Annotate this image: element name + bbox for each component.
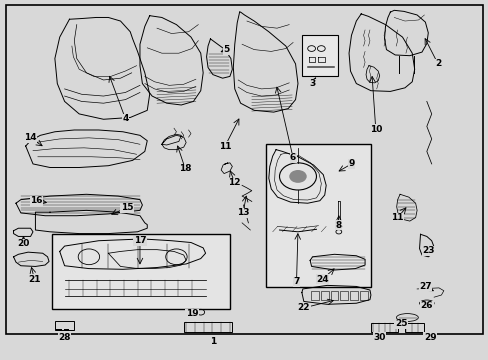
Bar <box>330 291 338 300</box>
Text: 11: 11 <box>218 141 231 150</box>
Text: 23: 23 <box>421 246 434 255</box>
Text: 28: 28 <box>58 333 71 342</box>
Text: 30: 30 <box>373 333 385 342</box>
Bar <box>359 291 367 300</box>
Text: 26: 26 <box>420 301 432 310</box>
Text: 13: 13 <box>236 208 249 217</box>
Bar <box>56 329 62 331</box>
Bar <box>52 234 229 309</box>
Bar <box>320 291 328 300</box>
Text: 10: 10 <box>369 125 381 134</box>
Bar <box>349 291 357 300</box>
Text: 20: 20 <box>18 239 30 248</box>
Circle shape <box>288 170 306 183</box>
Text: 12: 12 <box>228 178 241 187</box>
Bar <box>183 322 232 332</box>
Text: 4: 4 <box>122 114 128 123</box>
Text: 6: 6 <box>289 153 296 162</box>
Text: 3: 3 <box>309 79 315 88</box>
Text: 22: 22 <box>297 303 309 312</box>
Text: 5: 5 <box>223 45 229 54</box>
Text: 25: 25 <box>394 319 407 328</box>
Bar <box>340 291 347 300</box>
Text: 16: 16 <box>30 196 42 205</box>
Text: 21: 21 <box>28 275 41 284</box>
Text: 11: 11 <box>390 213 403 222</box>
Text: 15: 15 <box>121 203 133 212</box>
Text: 18: 18 <box>179 164 191 173</box>
Text: 2: 2 <box>434 59 440 68</box>
Bar <box>63 329 69 331</box>
Text: 29: 29 <box>423 333 436 342</box>
Text: 7: 7 <box>293 277 299 286</box>
Text: 27: 27 <box>418 282 431 291</box>
Text: 17: 17 <box>133 236 146 245</box>
Text: 14: 14 <box>24 133 37 142</box>
Bar <box>55 321 74 330</box>
Text: 1: 1 <box>209 337 216 346</box>
Bar <box>301 35 338 76</box>
Text: 8: 8 <box>335 221 341 230</box>
Text: 9: 9 <box>347 159 354 168</box>
Text: 24: 24 <box>315 275 328 284</box>
Bar <box>404 323 424 332</box>
Text: 19: 19 <box>185 310 198 319</box>
Bar <box>266 144 370 287</box>
Bar <box>310 291 318 300</box>
Bar <box>370 323 397 332</box>
